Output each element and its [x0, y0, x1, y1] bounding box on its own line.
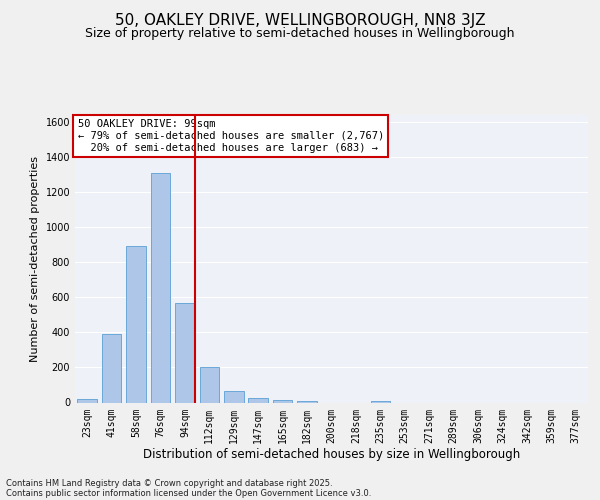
- Bar: [77, 399, 97, 402]
- Text: 50 OAKLEY DRIVE: 99sqm
← 79% of semi-detached houses are smaller (2,767)
  20% o: 50 OAKLEY DRIVE: 99sqm ← 79% of semi-det…: [77, 120, 384, 152]
- Bar: [200, 368, 219, 402]
- Bar: [248, 398, 268, 402]
- Bar: [273, 400, 292, 402]
- Text: Contains public sector information licensed under the Open Government Licence v3: Contains public sector information licen…: [6, 488, 371, 498]
- Bar: [175, 302, 194, 402]
- Bar: [297, 401, 317, 402]
- Y-axis label: Number of semi-detached properties: Number of semi-detached properties: [30, 156, 40, 362]
- Text: Size of property relative to semi-detached houses in Wellingborough: Size of property relative to semi-detach…: [85, 28, 515, 40]
- Bar: [102, 334, 121, 402]
- X-axis label: Distribution of semi-detached houses by size in Wellingborough: Distribution of semi-detached houses by …: [143, 448, 520, 461]
- Bar: [127, 246, 146, 402]
- Text: 50, OAKLEY DRIVE, WELLINGBOROUGH, NN8 3JZ: 50, OAKLEY DRIVE, WELLINGBOROUGH, NN8 3J…: [115, 12, 485, 28]
- Text: Contains HM Land Registry data © Crown copyright and database right 2025.: Contains HM Land Registry data © Crown c…: [6, 478, 332, 488]
- Bar: [151, 173, 170, 402]
- Bar: [371, 401, 390, 402]
- Bar: [224, 391, 244, 402]
